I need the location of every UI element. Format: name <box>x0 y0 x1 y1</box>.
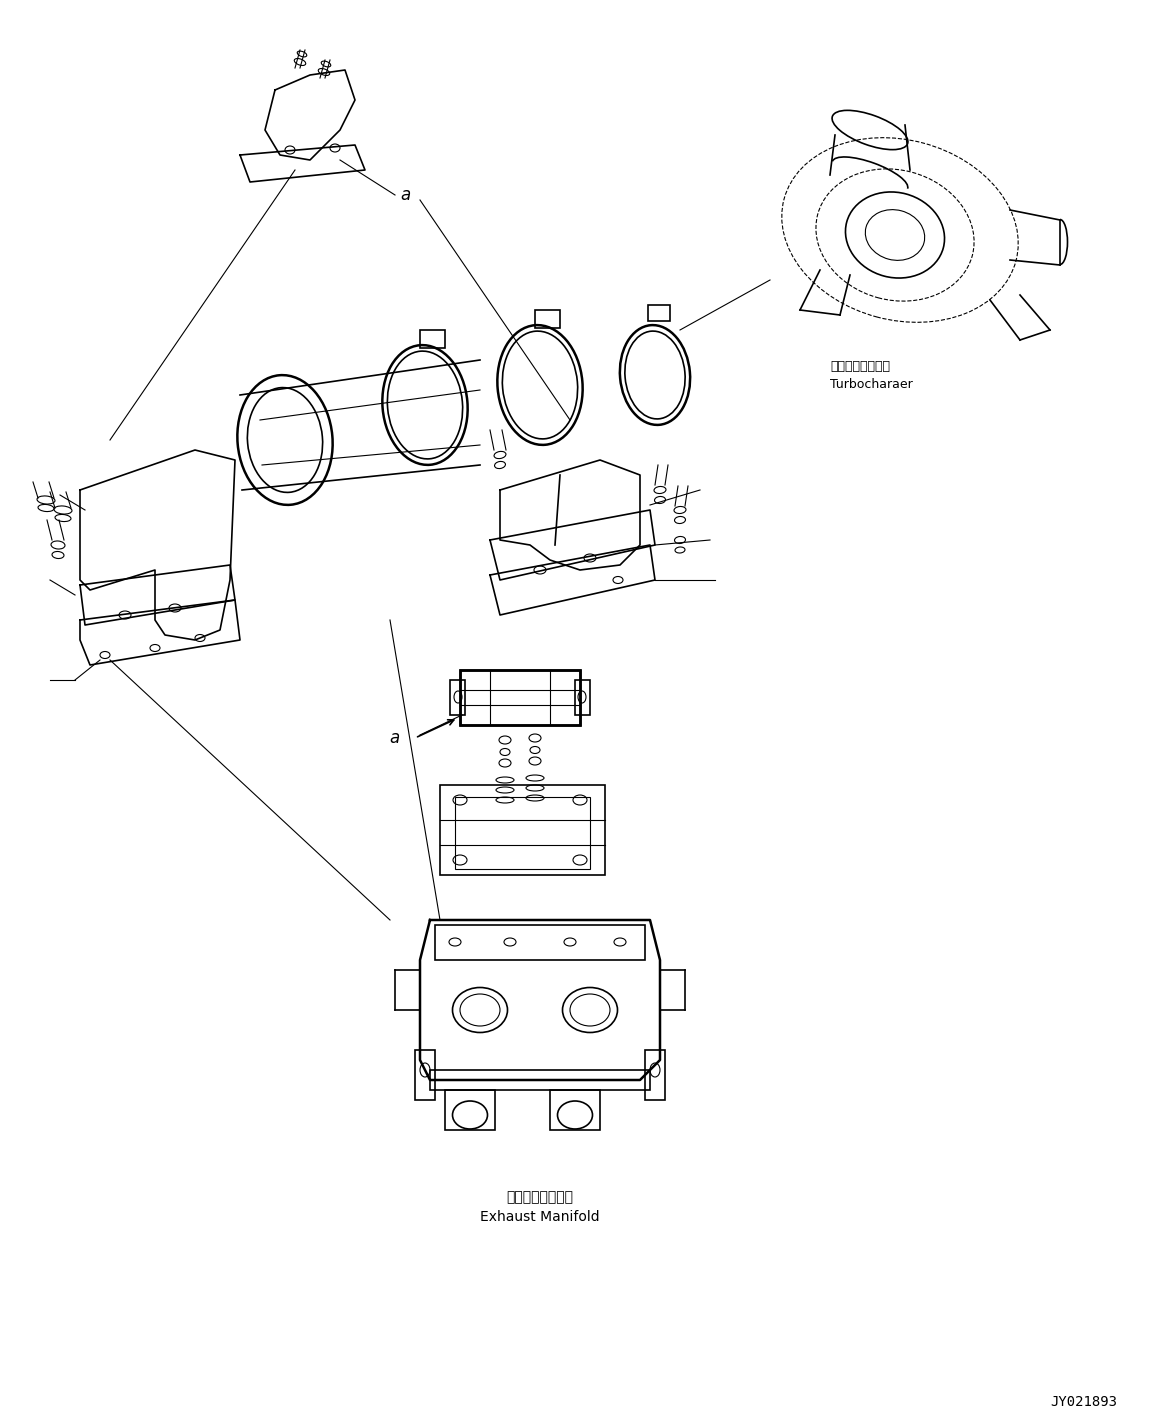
Text: ターボチャージャ: ターボチャージャ <box>830 361 890 373</box>
Bar <box>648 305 670 321</box>
Text: 排気マニホールド: 排気マニホールド <box>507 1191 573 1203</box>
Bar <box>575 680 590 715</box>
Bar <box>450 680 465 715</box>
Bar <box>460 670 580 725</box>
Bar <box>434 925 645 960</box>
Bar <box>460 670 580 725</box>
Bar <box>535 310 559 328</box>
Bar <box>430 1070 651 1090</box>
Bar <box>445 1090 495 1130</box>
Text: a: a <box>390 730 399 747</box>
Bar <box>550 1090 600 1130</box>
Text: JY021893: JY021893 <box>1050 1396 1117 1408</box>
Bar <box>415 1051 434 1100</box>
Bar <box>645 1051 665 1100</box>
Text: Exhaust Manifold: Exhaust Manifold <box>480 1210 600 1225</box>
Text: a: a <box>399 187 410 204</box>
Bar <box>420 329 445 348</box>
Text: Turbocharaer: Turbocharaer <box>830 378 912 392</box>
Bar <box>456 797 590 870</box>
Bar <box>440 785 605 875</box>
